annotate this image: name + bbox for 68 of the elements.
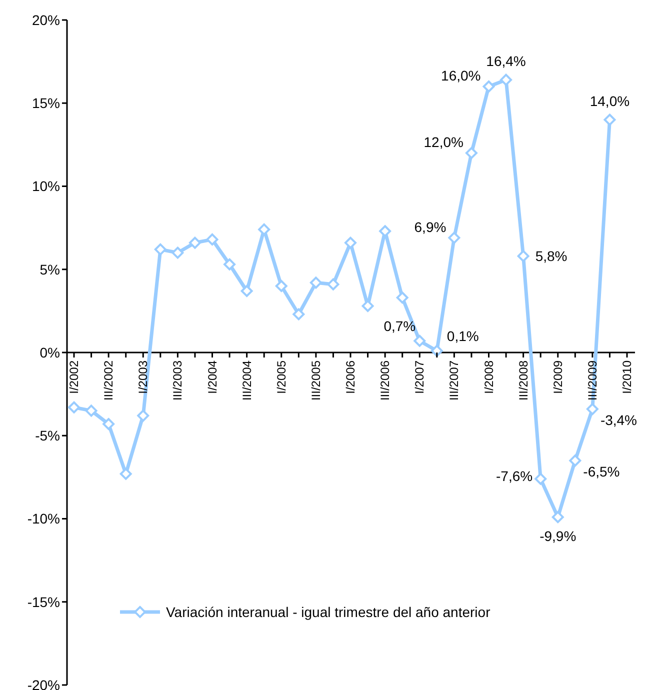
data-label: 14,0% <box>590 92 630 109</box>
point <box>396 292 408 304</box>
x-tick-label: III/2005 <box>308 360 323 401</box>
point <box>430 344 443 357</box>
data-label: 0,7% <box>384 318 416 334</box>
data-label: 6,9% <box>414 218 446 235</box>
legend-label: Variación interanual - igual trimestre del año anterior <box>166 604 490 620</box>
data-label: 0,1% <box>446 328 479 344</box>
y-tick-label: 20% <box>32 12 60 28</box>
point <box>224 258 236 270</box>
y-tick-label: 5% <box>40 261 60 278</box>
point <box>517 250 530 262</box>
y-tick-label: -10% <box>27 510 60 527</box>
x-tick-label: III/2006 <box>378 360 392 401</box>
point <box>414 334 426 347</box>
y-tick-label: 10% <box>32 178 60 194</box>
point <box>137 410 150 422</box>
point <box>240 284 253 297</box>
point <box>120 468 132 480</box>
x-tick-label: I/2007 <box>412 360 427 394</box>
x-tick-label: I/2002 <box>67 360 81 394</box>
x-tick-label: I/2006 <box>344 360 358 394</box>
data-label: 12,0% <box>424 134 464 150</box>
point <box>275 280 288 292</box>
point <box>534 472 547 485</box>
x-tick-label: I/2008 <box>482 360 496 394</box>
point <box>68 401 80 414</box>
point <box>586 403 598 416</box>
x-tick-label: III/2004 <box>240 360 254 401</box>
x-tick-label: III/2009 <box>585 360 600 401</box>
point <box>85 404 98 417</box>
point <box>482 80 495 92</box>
x-tick-label: I/2010 <box>620 360 634 394</box>
point <box>500 74 512 86</box>
data-label: -7,6% <box>496 468 533 484</box>
point <box>310 276 322 289</box>
point <box>188 236 201 249</box>
x-tick-label: I/2005 <box>274 360 288 394</box>
data-label: -9,9% <box>540 528 576 544</box>
x-tick-label: I/2004 <box>205 360 220 394</box>
y-tick-label: -20% <box>27 676 60 690</box>
point <box>206 233 218 246</box>
point <box>154 243 166 256</box>
data-label: -3,4% <box>600 412 638 428</box>
point <box>552 511 564 524</box>
x-tick-label: III/2002 <box>102 360 116 401</box>
x-tick-label: III/2008 <box>516 360 530 401</box>
y-tick-label: 15% <box>32 95 60 112</box>
data-label: 16,0% <box>441 68 481 84</box>
y-tick-label: -15% <box>27 594 60 610</box>
point <box>327 278 340 290</box>
point <box>102 418 115 430</box>
data-label: -6,5% <box>583 464 620 480</box>
point <box>448 232 460 244</box>
point <box>569 454 582 467</box>
y-tick-label: -5% <box>35 428 60 444</box>
x-tick-label: III/2007 <box>447 360 462 401</box>
point <box>292 308 305 320</box>
point <box>344 236 356 249</box>
data-label: 16,4% <box>486 52 526 69</box>
x-tick-label: I/2009 <box>550 360 565 394</box>
point <box>604 114 616 126</box>
point <box>465 147 478 159</box>
data-label: 5,8% <box>535 248 568 264</box>
y-tick-label: 0% <box>40 344 60 360</box>
point <box>172 246 184 259</box>
x-tick-label: I/2003 <box>136 360 150 394</box>
x-tick-label: III/2003 <box>170 360 185 401</box>
